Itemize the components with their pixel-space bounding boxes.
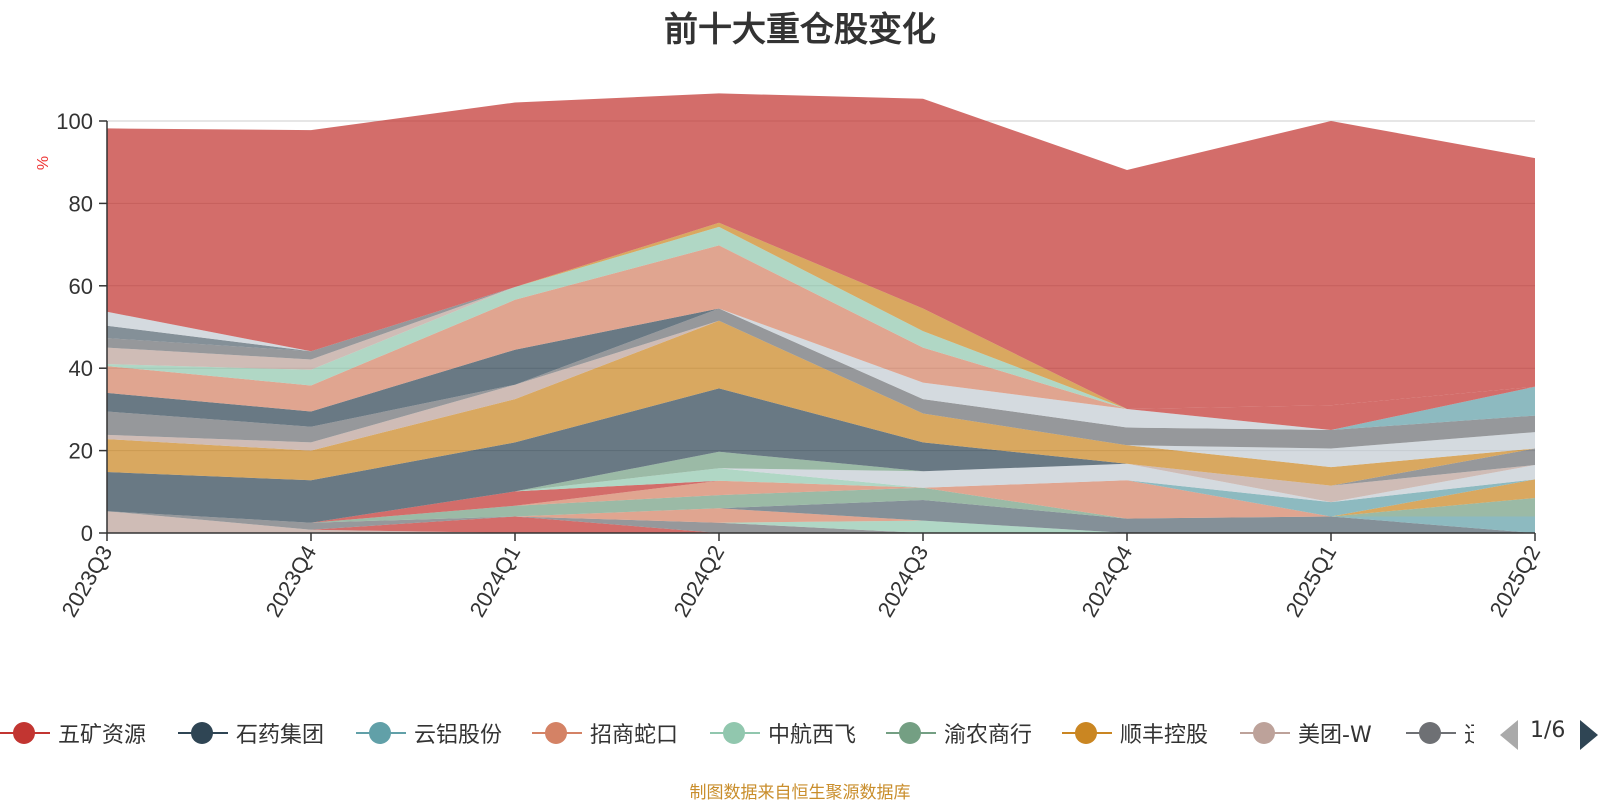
area-series-3[interactable]	[107, 511, 1535, 533]
area-series-12[interactable]	[107, 468, 1535, 523]
legend-item[interactable]: 五矿资源	[0, 710, 146, 756]
area-series-4[interactable]	[107, 508, 1535, 533]
legend-items: 五矿资源 石药集团 云铝股份 招商蛇口 中航西飞 渝农商行 顺丰控股 美团-W 迅	[0, 710, 1474, 760]
legend-label: 云铝股份	[414, 723, 503, 748]
y-axis-unit-label: %	[35, 156, 52, 170]
area-series-21[interactable]	[107, 308, 1535, 449]
legend-item[interactable]: 美团-W	[1240, 710, 1372, 756]
x-tick-label: 2024Q1	[465, 541, 526, 621]
legend-label: 五矿资源	[58, 723, 147, 748]
legend-item[interactable]: 顺丰控股	[1062, 710, 1208, 756]
area-series-0[interactable]	[107, 511, 1535, 533]
legend-item[interactable]: 中航西飞	[710, 710, 856, 756]
legend-label: 渝农商行	[944, 723, 1033, 748]
x-tick-label: 2025Q2	[1485, 541, 1546, 621]
x-tick-label: 2024Q2	[669, 541, 730, 621]
area-series-17[interactable]	[107, 388, 1535, 486]
x-tick-label: 2024Q3	[873, 541, 934, 621]
legend-marker-icon	[532, 721, 582, 745]
legend-item[interactable]: 渝农商行	[886, 710, 1032, 756]
area-series-9[interactable]	[107, 479, 1535, 523]
legend-next-page-button[interactable]	[1580, 720, 1598, 750]
x-tick-label: 2023Q4	[261, 541, 322, 621]
x-tick-label: 2023Q3	[57, 541, 118, 621]
area-series-2[interactable]	[107, 511, 1535, 533]
legend-label: 中航西飞	[768, 723, 857, 748]
chart-title: 前十大重仓股变化	[664, 10, 936, 50]
area-series-28[interactable]	[107, 222, 1535, 430]
legend-label: 迅	[1464, 717, 1474, 749]
y-tick-label: 80	[69, 191, 93, 216]
area-series-1[interactable]	[107, 511, 1535, 533]
area-series-11[interactable]	[107, 468, 1535, 523]
area-series-18[interactable]	[107, 320, 1535, 486]
legend-marker-icon	[1240, 721, 1290, 745]
legend-label: 顺丰控股	[1120, 723, 1209, 748]
area-series-22[interactable]	[107, 308, 1535, 431]
y-tick-label: 0	[81, 521, 93, 546]
y-tick-label: 40	[69, 356, 93, 381]
y-tick-label: 60	[69, 274, 93, 299]
area-series-24[interactable]	[107, 245, 1535, 430]
y-tick-label: 20	[69, 439, 93, 464]
area-series-14[interactable]	[107, 451, 1535, 523]
legend-marker-icon	[710, 721, 760, 745]
area-series-16[interactable]	[107, 388, 1535, 523]
area-series-33[interactable]	[107, 93, 1535, 410]
legend-marker-icon	[886, 721, 936, 745]
area-chart: 0 20 40 60 80 100 2023Q3 2023Q4 2024Q1 2024Q2 2024…	[35, 93, 1546, 621]
area-series-5[interactable]	[107, 500, 1535, 533]
stacked-areas	[107, 93, 1535, 533]
legend-page-indicator: 1/6	[1530, 718, 1566, 743]
legend: 五矿资源 石药集团 云铝股份 招商蛇口 中航西飞 渝农商行 顺丰控股 美团-W 迅	[0, 710, 1600, 760]
legend-marker-icon	[356, 721, 406, 745]
legend-item[interactable]: 迅	[1406, 710, 1474, 756]
x-tick-label: 2024Q4	[1077, 541, 1138, 621]
legend-marker-icon	[1406, 721, 1456, 745]
legend-marker-icon	[1062, 721, 1112, 745]
area-series-13[interactable]	[107, 463, 1535, 523]
y-tick-label: 100	[56, 109, 93, 134]
x-tick-label: 2025Q1	[1281, 541, 1342, 621]
legend-item[interactable]: 石药集团	[178, 710, 324, 756]
legend-marker-icon	[0, 721, 50, 745]
legend-label: 石药集团	[236, 723, 325, 748]
area-series-7[interactable]	[107, 487, 1535, 523]
legend-item[interactable]: 招商蛇口	[532, 710, 678, 756]
legend-marker-icon	[178, 721, 228, 745]
legend-label: 美团-W	[1298, 723, 1372, 748]
area-series-15[interactable]	[107, 451, 1535, 523]
area-series-20[interactable]	[107, 320, 1535, 468]
legend-prev-page-button[interactable]	[1500, 720, 1518, 750]
data-source-note: 制图数据来自恒生聚源数据库	[689, 783, 911, 803]
legend-item[interactable]: 云铝股份	[356, 710, 502, 756]
legend-label: 招商蛇口	[590, 723, 679, 748]
